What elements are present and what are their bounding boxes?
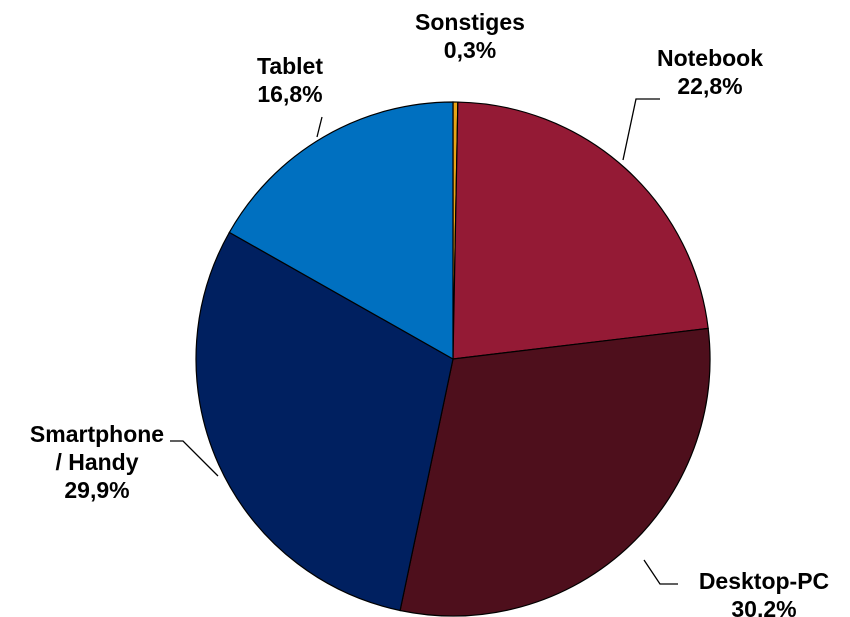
slice-value-label: 22,8% (677, 73, 742, 99)
leader-line-tablet (316, 116, 323, 138)
pie-slice-desktop-pc (399, 327, 711, 617)
leader-line-smartphone-handy (170, 440, 219, 477)
slice-value-label: 0,3% (444, 37, 496, 63)
slice-value-label: 30,2% (731, 596, 796, 617)
pie-slices (195, 101, 711, 617)
leader-lines (170, 98, 678, 585)
leader-line-desktop-pc (643, 559, 678, 585)
slice-value-label: 16,8% (257, 81, 322, 107)
pie-slice-smartphone-handy (195, 231, 454, 612)
slice-category-label: Desktop-PC (699, 568, 829, 594)
slice-category-label: Tablet (257, 53, 323, 79)
slice-category-label: Sonstiges (415, 9, 525, 35)
leader-line-notebook (622, 98, 660, 161)
slice-value-label: 29,9% (64, 477, 129, 503)
pie-slice-notebook (452, 101, 709, 360)
slice-category-label: Notebook (657, 45, 763, 71)
slice-category-label: / Handy (55, 449, 138, 475)
slice-category-label: Smartphone (30, 421, 164, 447)
pie-slice-tablet (228, 101, 454, 361)
